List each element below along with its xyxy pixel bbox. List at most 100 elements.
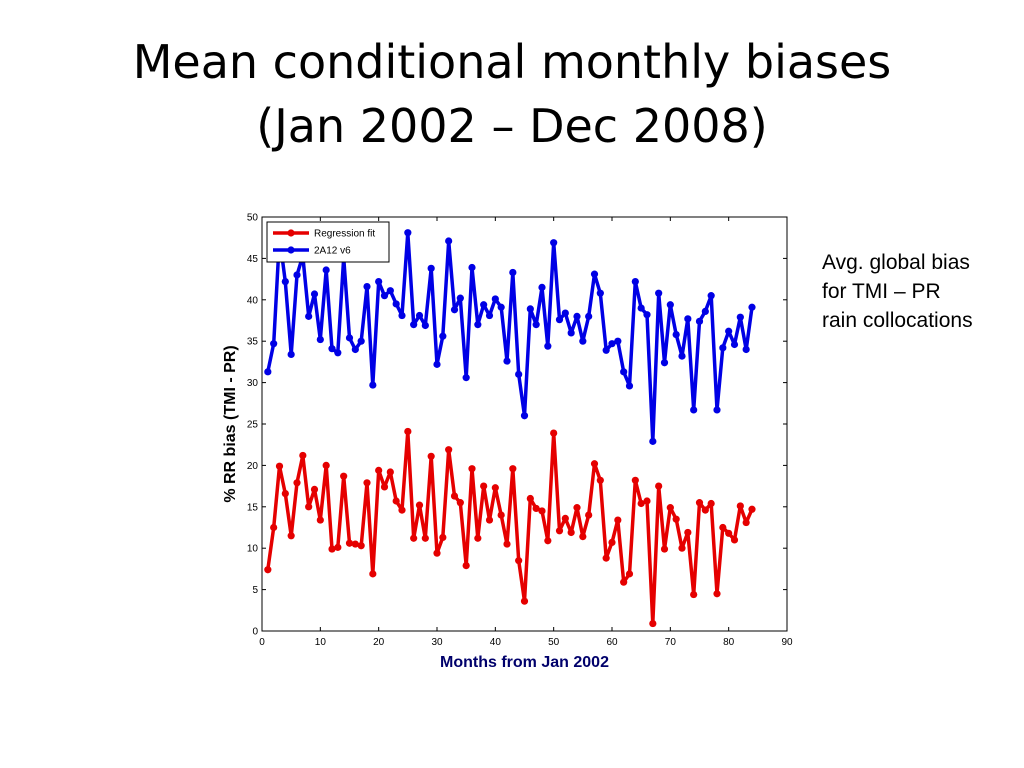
series-point — [293, 479, 301, 487]
series-point — [316, 335, 324, 344]
series-point — [515, 370, 523, 378]
series-point — [334, 349, 342, 357]
series-point — [713, 406, 721, 414]
series-point — [410, 321, 418, 329]
series-point — [637, 304, 645, 312]
series-point — [684, 528, 692, 537]
series-point — [404, 427, 412, 436]
series-point — [328, 545, 336, 553]
series-point — [544, 537, 552, 545]
legend-label: 2A12 v6 — [314, 246, 351, 257]
series-point — [614, 516, 622, 524]
x-tick-label: 80 — [723, 637, 735, 648]
series-point — [369, 570, 377, 578]
y-tick-label: 45 — [247, 254, 259, 265]
series-point — [637, 499, 645, 508]
series-point — [264, 566, 272, 574]
series-point — [462, 561, 470, 570]
series-point — [579, 533, 587, 541]
series-point — [742, 518, 750, 527]
series-point — [701, 506, 709, 514]
series-point — [369, 381, 377, 389]
series-point — [526, 494, 534, 503]
series-point — [544, 342, 552, 350]
x-tick-label: 60 — [606, 637, 618, 648]
series-point — [561, 309, 569, 317]
slide-title-line-2: (Jan 2002 – Dec 2008) — [256, 99, 768, 153]
series-point — [380, 292, 389, 300]
series-point — [725, 327, 733, 335]
series-point — [567, 528, 575, 537]
legend-marker — [287, 246, 295, 254]
series-point — [398, 311, 406, 320]
series-point — [491, 484, 499, 492]
series-point — [585, 312, 593, 320]
series-point — [509, 465, 517, 473]
series-line-2a12-v6 — [266, 230, 754, 444]
side-note-line-3: rain collocations — [822, 309, 973, 332]
y-tick-label: 15 — [247, 502, 259, 513]
series-point — [643, 497, 651, 505]
series-point — [625, 570, 634, 578]
series-point — [550, 239, 558, 247]
series-point — [655, 289, 663, 297]
series-point — [305, 312, 313, 320]
series-point — [415, 311, 424, 320]
series-point — [590, 460, 599, 468]
series-point — [310, 290, 319, 298]
series-point — [462, 374, 470, 382]
series-point — [573, 312, 581, 320]
y-tick-label: 30 — [247, 378, 259, 389]
series-point — [660, 545, 669, 553]
series-point — [520, 412, 529, 420]
y-tick-label: 40 — [247, 295, 259, 306]
series-point — [386, 468, 394, 476]
series-point — [532, 504, 540, 513]
series-point — [730, 340, 739, 349]
series-point — [404, 229, 412, 237]
series-point — [567, 329, 575, 337]
series-point — [497, 511, 505, 519]
series-point — [270, 523, 278, 532]
series-point — [485, 516, 494, 524]
series-point — [672, 330, 680, 339]
series-point — [363, 282, 371, 291]
series-point — [439, 332, 447, 340]
series-point — [742, 345, 750, 354]
series-point — [725, 529, 733, 537]
series-point — [573, 504, 581, 512]
x-tick-label: 70 — [665, 637, 677, 648]
x-tick-label: 40 — [490, 637, 502, 648]
series-point — [351, 345, 359, 354]
series-point — [538, 283, 546, 291]
series-point — [427, 452, 435, 460]
series-point — [322, 266, 330, 274]
series-point — [439, 533, 447, 542]
series-point — [316, 516, 324, 524]
series-point — [666, 301, 674, 309]
legend-marker — [287, 229, 295, 237]
y-tick-label: 20 — [247, 461, 259, 472]
series-point — [719, 523, 727, 532]
series-point — [707, 499, 715, 508]
series-point — [555, 527, 564, 535]
series-point — [736, 313, 744, 321]
series-point — [690, 590, 698, 599]
series-point — [351, 540, 359, 548]
legend-box — [266, 221, 390, 263]
series-point — [287, 532, 295, 540]
series-point — [433, 360, 441, 368]
series-point — [456, 499, 464, 507]
series-point — [427, 264, 435, 272]
series-point — [334, 543, 342, 551]
series-point — [748, 505, 756, 513]
side-note-line-1: Avg. global bias — [822, 251, 970, 274]
series-point — [643, 311, 651, 319]
series-point — [672, 515, 680, 523]
y-tick-label: 35 — [247, 337, 259, 348]
series-point — [293, 271, 301, 279]
series-point — [660, 359, 669, 367]
series-point — [270, 340, 278, 348]
series-point — [497, 303, 505, 311]
series-point — [515, 557, 523, 565]
